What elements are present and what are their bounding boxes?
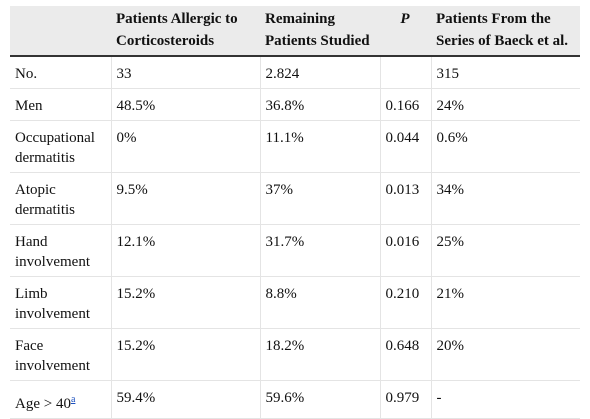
header-cell-baeck-series: Patients From the Series of Baeck et al. [431,6,580,57]
data-table: Patients Allergic to Corticosteroids Rem… [10,6,580,419]
table-cell: 0.044 [379,120,431,173]
row-label: Age > 40a [10,380,111,419]
table-cell: 0.6% [430,120,580,173]
table-row: Limb involvement 15.2% 8.8% 0.210 21% [10,276,580,329]
table-cell: 59.6% [259,380,380,419]
table-cell: 48.5% [110,88,260,121]
table-cell: 8.8% [259,276,380,329]
row-label-text: Age > 40 [15,396,71,412]
table-cell: 0.210 [379,276,431,329]
table-cell: 31.7% [259,224,380,277]
table-cell: 21% [430,276,580,329]
row-label: Men [10,88,111,121]
table-cell: 20% [430,328,580,381]
table-cell: 25% [430,224,580,277]
row-label: Hand involvement [10,224,111,277]
header-cell-p-value: P [380,6,431,57]
table-cell: 15.2% [110,328,260,381]
table-cell: 0.979 [379,380,431,419]
table-cell: 37% [259,172,380,225]
header-cell-allergic: Patients Allergic to Corticosteroids [111,6,260,57]
footnote-link[interactable]: a [70,394,76,405]
table-cell: 36.8% [259,88,380,121]
row-label: No. [10,56,111,89]
table-cell: 12.1% [110,224,260,277]
table-cell: 0.013 [379,172,431,225]
row-label: Occupational dermatitis [10,120,111,173]
table-cell: 15.2% [110,276,260,329]
header-row: Patients Allergic to Corticosteroids Rem… [10,6,580,57]
table-cell: 59.4% [110,380,260,419]
table-cell: 0% [110,120,260,173]
table-cell: 11.1% [259,120,380,173]
table-row: Age > 40a 59.4% 59.6% 0.979 - [10,380,580,419]
header-cell-row-label [10,6,111,57]
table-cell: - [430,380,580,419]
table-cell: 34% [430,172,580,225]
table-cell: 33 [110,56,260,89]
table-row: Occupational dermatitis 0% 11.1% 0.044 0… [10,120,580,173]
table-cell: 0.648 [379,328,431,381]
header-cell-remaining: Remaining Patients Studied [260,6,380,57]
row-label: Atopic dermatitis [10,172,111,225]
table-row: Men 48.5% 36.8% 0.166 24% [10,88,580,121]
table-cell: 315 [430,56,580,89]
table-cell [379,56,431,89]
table-cell: 2.824 [259,56,380,89]
table-row: Hand involvement 12.1% 31.7% 0.016 25% [10,224,580,277]
row-label: Face involvement [10,328,111,381]
table-cell: 24% [430,88,580,121]
row-label: Limb involvement [10,276,111,329]
table-cell: 18.2% [259,328,380,381]
footnote-marker: a [71,391,75,405]
table-cell: 0.166 [379,88,431,121]
table-row: Atopic dermatitis 9.5% 37% 0.013 34% [10,172,580,225]
table-row: No. 33 2.824 315 [10,56,580,89]
table-row: Face involvement 15.2% 18.2% 0.648 20% [10,328,580,381]
table-cell: 0.016 [379,224,431,277]
table-cell: 9.5% [110,172,260,225]
